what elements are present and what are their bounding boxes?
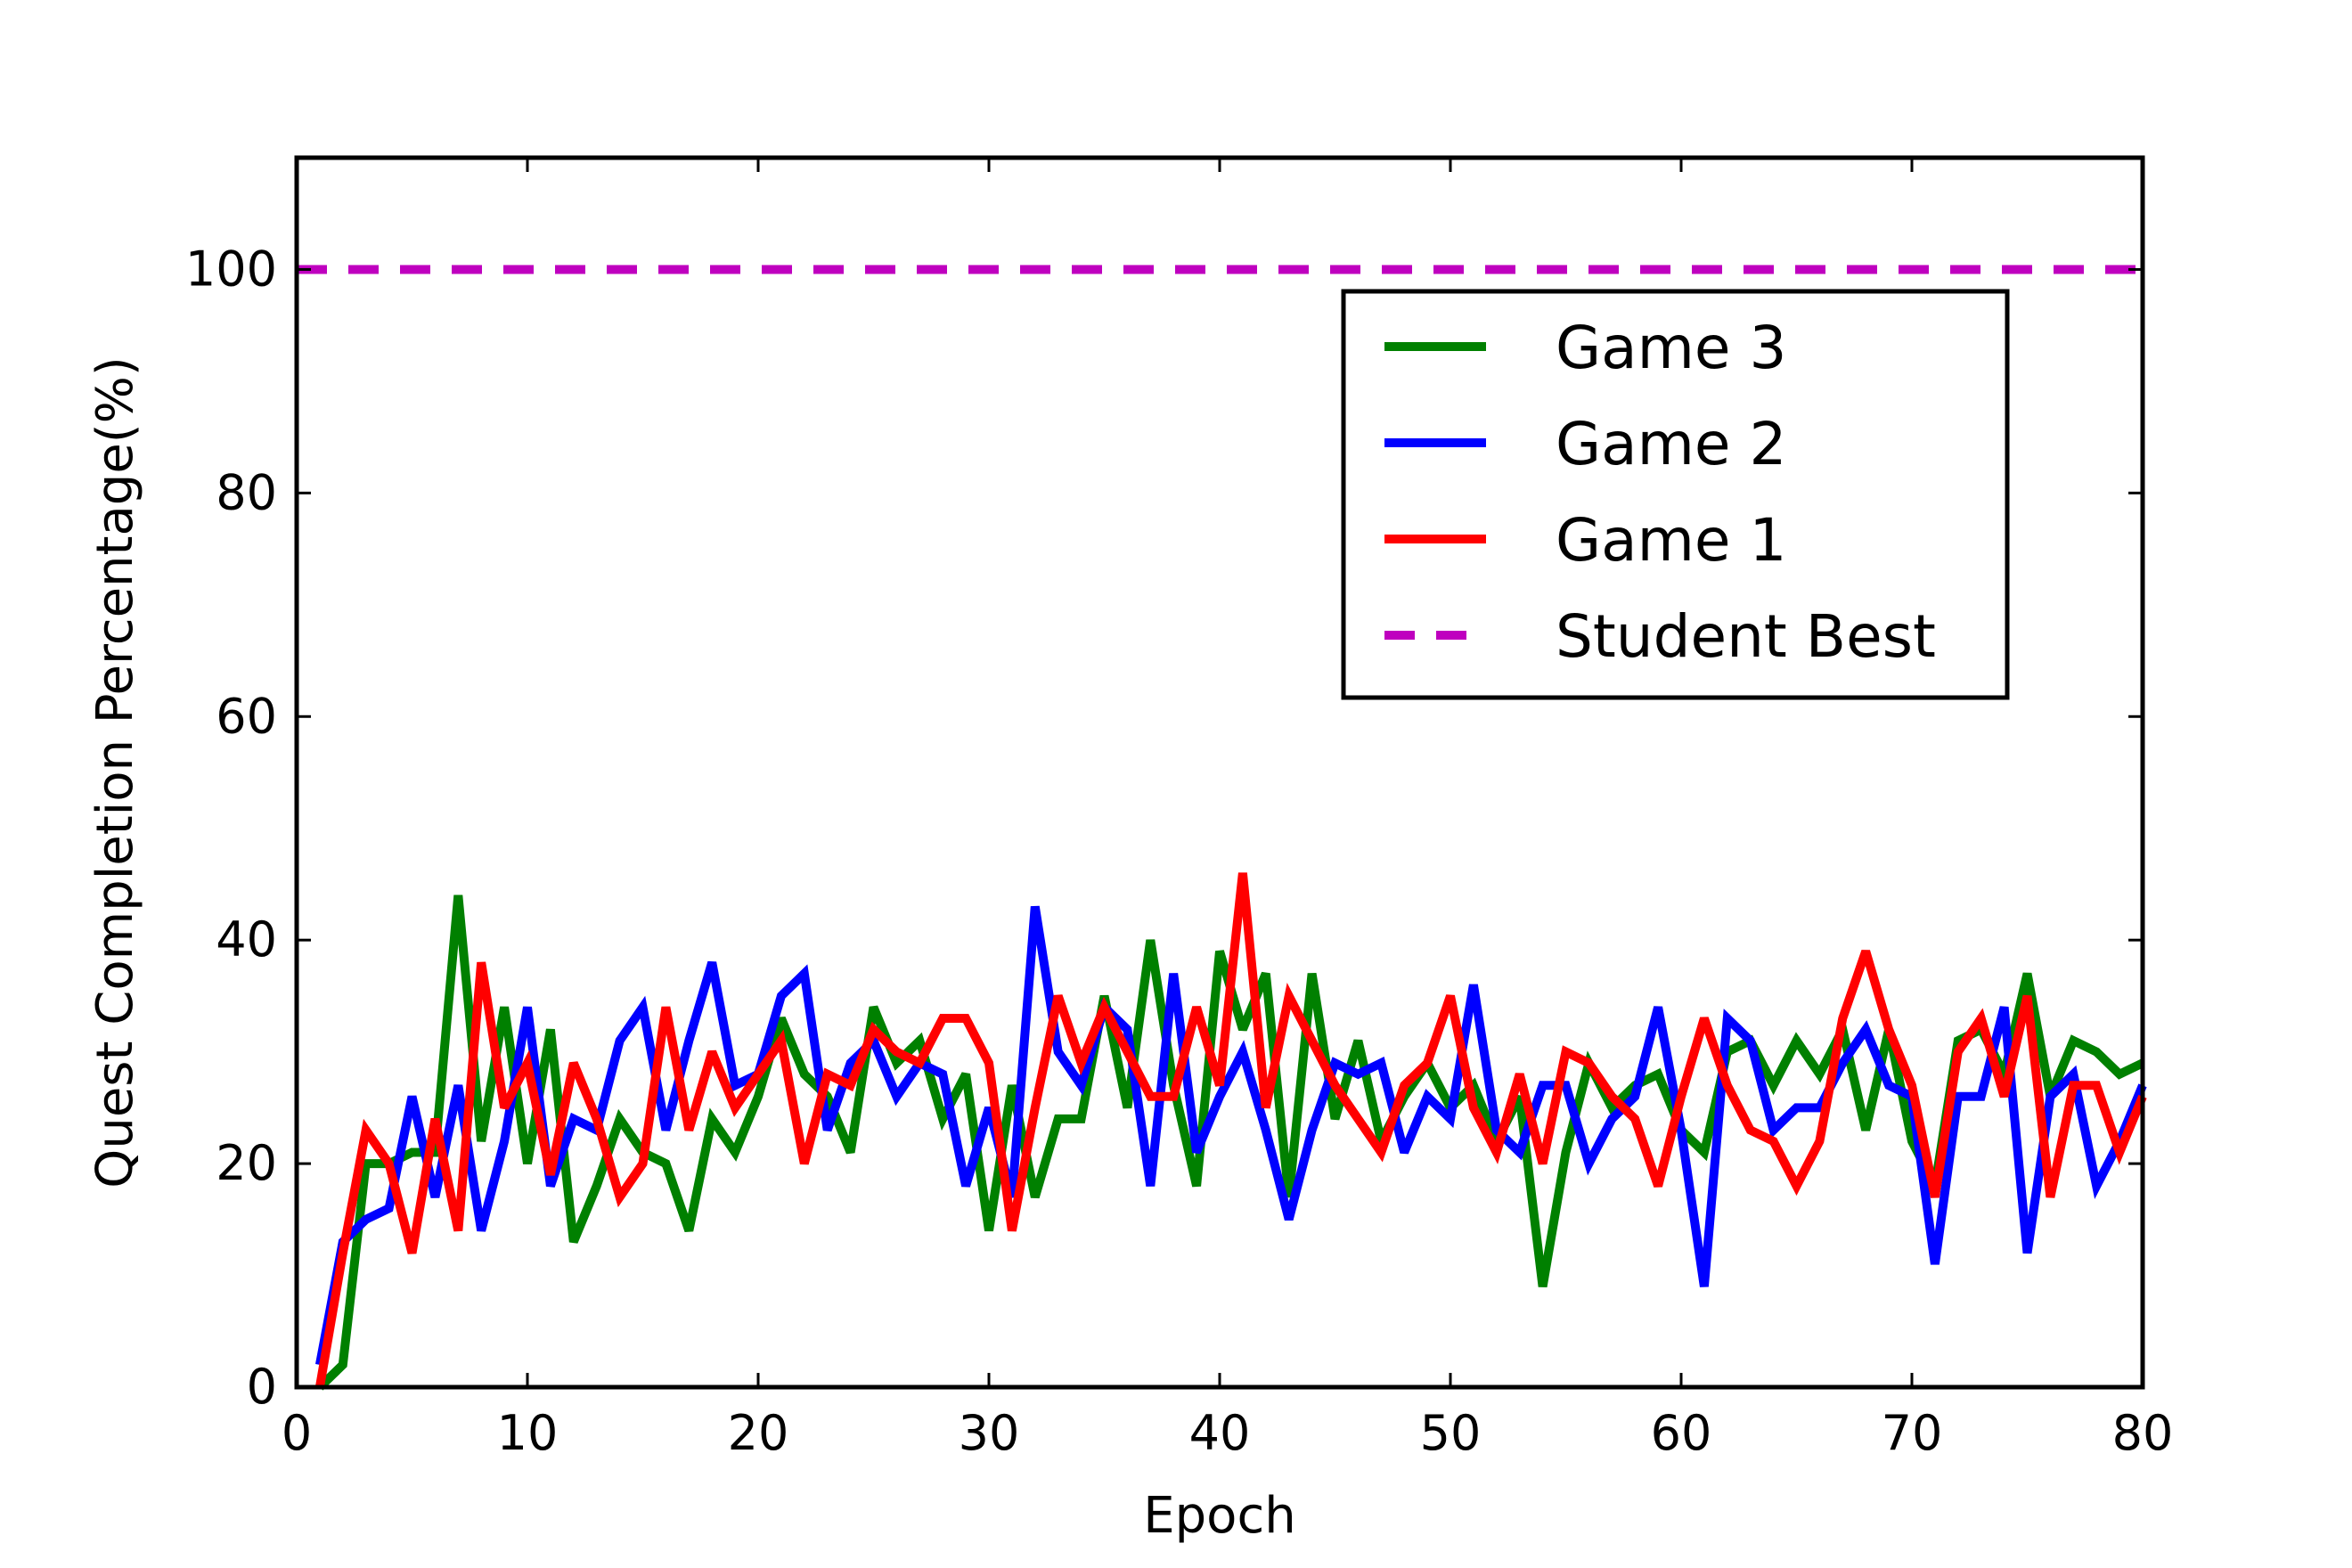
y-tick-label: 40 (216, 911, 277, 968)
legend-label-game-1: Game 1 (1556, 506, 1786, 575)
x-tick-label: 20 (728, 1405, 789, 1461)
series-group (297, 265, 2147, 1391)
x-tick-label: 10 (497, 1405, 559, 1461)
legend-label-student-best: Student Best (1556, 602, 1936, 671)
plot-frame (294, 155, 2145, 1390)
y-tick-label: 0 (247, 1359, 277, 1415)
ticks-group: 0 10 20 30 40 50 60 70 80 0 20 40 60 80 100 (185, 158, 2173, 1461)
series-game-1-line (314, 872, 2147, 1388)
x-tick-label: 40 (1189, 1405, 1251, 1461)
y-tick-label: 60 (216, 688, 277, 744)
y-tick-label: 100 (185, 241, 277, 297)
x-tick-label: 80 (2112, 1405, 2174, 1461)
x-tick-label: 0 (282, 1405, 312, 1461)
x-tick-label: 70 (1882, 1405, 1943, 1461)
y-axis-label: Quest Completion Percentage(%) (86, 356, 144, 1188)
x-axis-label: Epoch (1143, 1487, 1295, 1545)
x-tick-label: 30 (959, 1405, 1020, 1461)
y-tick-label: 20 (216, 1135, 277, 1191)
series-game-2-line (314, 905, 2147, 1366)
legend-box (1341, 289, 2010, 700)
x-tick-label: 60 (1651, 1405, 1712, 1461)
x-tick-label: 50 (1420, 1405, 1482, 1461)
legend-label-game-2: Game 2 (1556, 410, 1786, 478)
legend-label-game-3: Game 3 (1556, 314, 1786, 382)
y-tick-label: 80 (216, 464, 277, 520)
legend: Game 3 Game 2 Game 1 Student Best (1341, 289, 2010, 700)
